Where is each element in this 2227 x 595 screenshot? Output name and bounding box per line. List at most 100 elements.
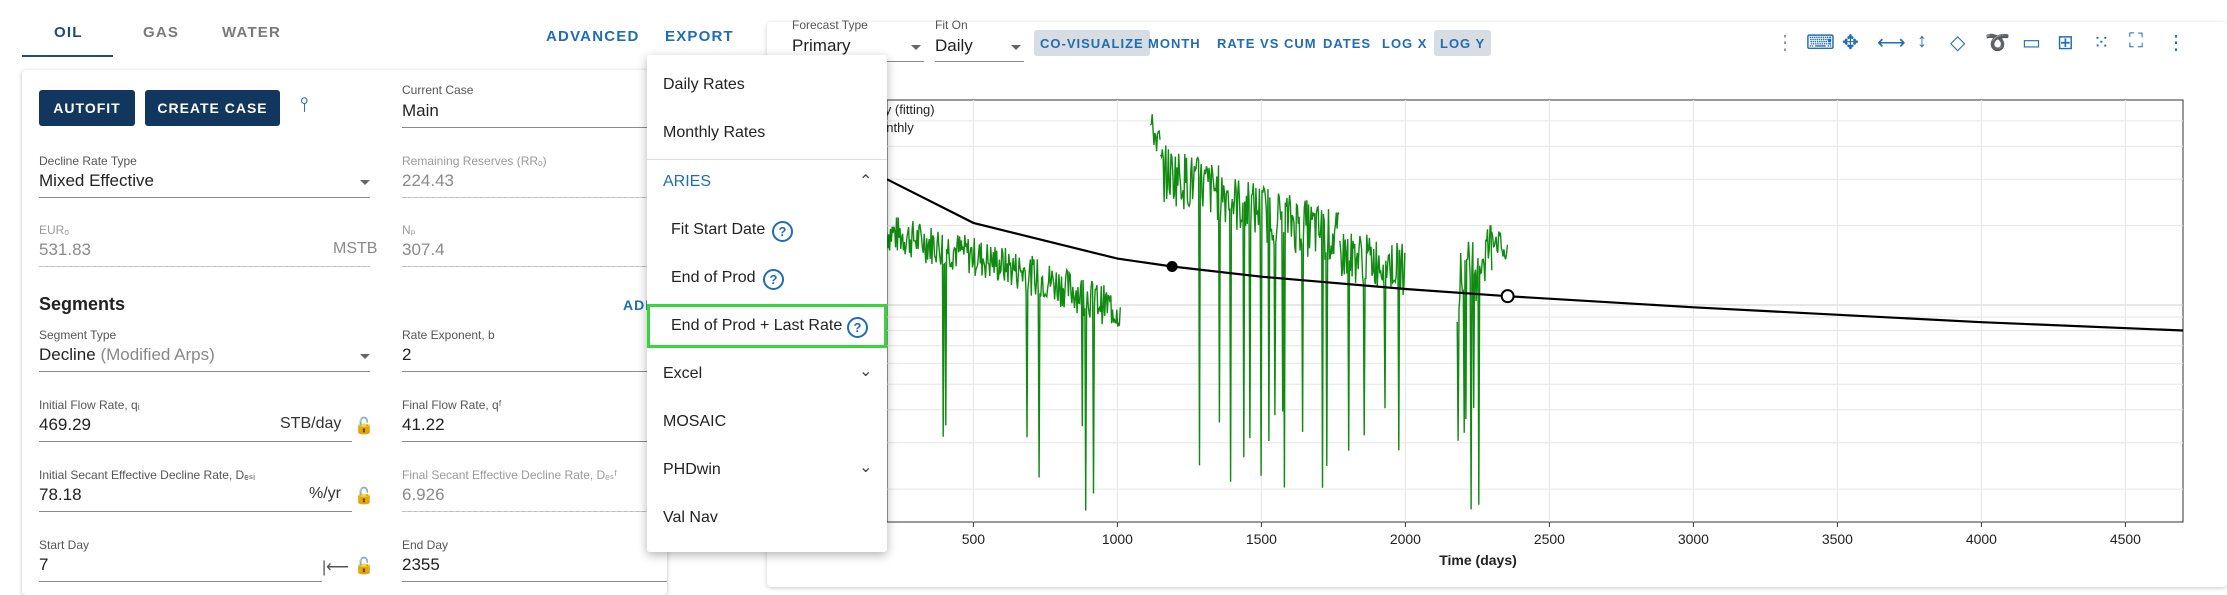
- eur-label: EURₒ: [39, 223, 69, 237]
- initial-flow-unit: STB/day: [280, 415, 342, 432]
- production-data-line: [1491, 231, 1509, 260]
- initial-flow-input[interactable]: 469.29: [39, 415, 91, 434]
- co-visualize-chip[interactable]: CO-VISUALIZE: [1034, 30, 1150, 56]
- np-value: 307.4: [402, 240, 445, 259]
- segment-type-select[interactable]: Decline (Modified Arps): [39, 345, 215, 365]
- decline-chart[interactable]: 500 1000 1500 2000 2500 3000 3500 4000 4500 Time…: [767, 80, 2227, 580]
- menu-item-fit-start-date[interactable]: Fit Start Date: [671, 221, 766, 238]
- month-chip[interactable]: MONTH: [1148, 35, 1201, 51]
- decline-rate-type-label: Decline Rate Type: [39, 154, 137, 168]
- chevron-up-icon[interactable]: ⌃: [859, 173, 873, 190]
- remaining-reserves-value: 224.43: [402, 171, 454, 190]
- points-icon[interactable]: ⁙: [2093, 32, 2110, 54]
- rate-vs-cum-chip[interactable]: RATE VS CUM: [1217, 35, 1317, 51]
- initial-flow-underline: [39, 441, 352, 442]
- tab-gas[interactable]: GAS: [143, 24, 180, 41]
- pan-icon[interactable]: ✥: [1842, 32, 1859, 54]
- start-day-label: Start Day: [39, 538, 90, 552]
- final-secant-underline: [402, 511, 667, 512]
- log-y-chip[interactable]: LOG Y: [1434, 30, 1492, 56]
- lasso-icon[interactable]: ➰: [1985, 32, 2010, 54]
- tab-water[interactable]: WATER: [222, 24, 282, 41]
- create-case-button[interactable]: CREATE CASE: [145, 90, 280, 126]
- unlock-icon[interactable]: 🔓: [354, 418, 374, 435]
- dates-chip[interactable]: DATES: [1323, 35, 1372, 51]
- tab-oil[interactable]: OIL: [54, 24, 83, 41]
- segment-type-value: Decline: [39, 345, 96, 364]
- rate-exponent-label: Rate Exponent, b: [402, 328, 495, 342]
- segment-type-label: Segment Type: [39, 328, 117, 342]
- menu-item-end-of-prod[interactable]: End of Prod: [671, 269, 756, 286]
- x-tick-label: 4500: [2110, 531, 2141, 547]
- fit-on-select[interactable]: Daily: [935, 36, 973, 55]
- production-data-line: [1456, 225, 1493, 510]
- current-case-label: Current Case: [402, 83, 474, 97]
- menu-item-daily-rates[interactable]: Daily Rates: [663, 76, 745, 93]
- np-underline: [402, 266, 667, 267]
- remaining-reserves-underline: [402, 197, 667, 198]
- advanced-button[interactable]: ADVANCED: [546, 28, 640, 45]
- forecast-type-select[interactable]: Primary: [792, 36, 851, 55]
- x-tick-label: 4000: [1966, 531, 1997, 547]
- start-day-underline: [39, 581, 322, 582]
- menu-item-val-nav[interactable]: Val Nav: [663, 509, 718, 526]
- drag-handle-icon[interactable]: ⋮: [1775, 32, 1795, 54]
- unlock-icon[interactable]: 🔓: [354, 488, 374, 505]
- plot-frame: [886, 99, 2184, 523]
- help-icon[interactable]: ?: [847, 317, 868, 338]
- first-page-icon[interactable]: |⟵: [322, 559, 350, 576]
- export-button[interactable]: EXPORT: [665, 28, 734, 45]
- diamond-icon[interactable]: ◇: [1950, 32, 1966, 54]
- start-day-input[interactable]: 7: [39, 555, 49, 574]
- initial-secant-label: Initial Secant Effective Decline Rate, D…: [39, 468, 256, 482]
- current-case-value[interactable]: Main: [402, 101, 439, 120]
- end-day-input[interactable]: 2355: [402, 555, 440, 574]
- forecast-params-panel: AUTOFIT CREATE CASE ⫯ Current Case Main …: [22, 70, 667, 595]
- chevron-down-icon[interactable]: ⌄: [859, 363, 873, 380]
- vertical-resize-icon[interactable]: ↕: [1917, 30, 1927, 52]
- fit-on-label: Fit On: [935, 18, 968, 32]
- production-data-line: [1338, 233, 1406, 451]
- legend-entry-fitting: ily (fitting): [879, 102, 935, 117]
- chevron-down-icon[interactable]: ⌄: [859, 459, 873, 476]
- menu-group-phdwin[interactable]: PHDwin: [663, 461, 721, 478]
- eur-unit: MSTB: [333, 240, 378, 257]
- horizontal-resize-icon[interactable]: ⟷: [1877, 32, 1906, 54]
- help-icon[interactable]: ?: [763, 269, 784, 290]
- menu-item-end-of-prod-last-rate[interactable]: End of Prod + Last Rate: [671, 317, 843, 334]
- remaining-reserves-label: Remaining Reserves (RRₒ): [402, 154, 547, 168]
- table-icon[interactable]: ⊞: [2057, 32, 2074, 54]
- x-tick-label: 2000: [1390, 531, 1421, 547]
- initial-secant-unit: %/yr: [309, 485, 341, 502]
- final-flow-underline: [402, 441, 667, 442]
- menu-group-aries[interactable]: ARIES: [663, 173, 712, 190]
- fit-mid-marker: [1166, 260, 1178, 272]
- initial-secant-input[interactable]: 78.18: [39, 485, 82, 504]
- menu-group-excel[interactable]: Excel: [663, 365, 703, 382]
- menu-item-monthly-rates[interactable]: Monthly Rates: [663, 124, 766, 141]
- rate-exponent-input[interactable]: 2: [402, 345, 412, 364]
- legend-entry-monthly: onthly: [879, 120, 914, 135]
- decline-rate-type-select[interactable]: Mixed Effective: [39, 171, 154, 190]
- more-vert-icon[interactable]: ⋮: [2166, 32, 2186, 54]
- chevron-down-icon: [1011, 45, 1021, 50]
- fit-end-marker: [1500, 289, 1515, 304]
- forecast-type-label: Forecast Type: [792, 18, 868, 32]
- add-segment-link[interactable]: ADI: [623, 297, 651, 313]
- comment-icon[interactable]: ▭: [2022, 32, 2041, 54]
- unlock-icon[interactable]: 🔓: [354, 558, 374, 575]
- log-x-chip[interactable]: LOG X: [1382, 35, 1428, 51]
- final-secant-value: 6.926: [402, 485, 445, 504]
- menu-item-mosaic[interactable]: MOSAIC: [663, 413, 727, 430]
- fullscreen-icon[interactable]: ⛶: [2129, 30, 2143, 52]
- help-icon[interactable]: ?: [772, 221, 793, 242]
- autofit-button[interactable]: AUTOFIT: [39, 90, 135, 126]
- keyboard-icon[interactable]: ⌨: [1806, 32, 1835, 54]
- chevron-down-icon: [360, 180, 370, 185]
- fit-on-underline: [935, 61, 1024, 62]
- final-flow-input[interactable]: 41.22: [402, 415, 445, 434]
- end-day-underline: [402, 581, 667, 582]
- end-day-label: End Day: [402, 538, 449, 552]
- tune-icon[interactable]: ⫯: [300, 94, 309, 116]
- current-case-underline: [402, 127, 667, 128]
